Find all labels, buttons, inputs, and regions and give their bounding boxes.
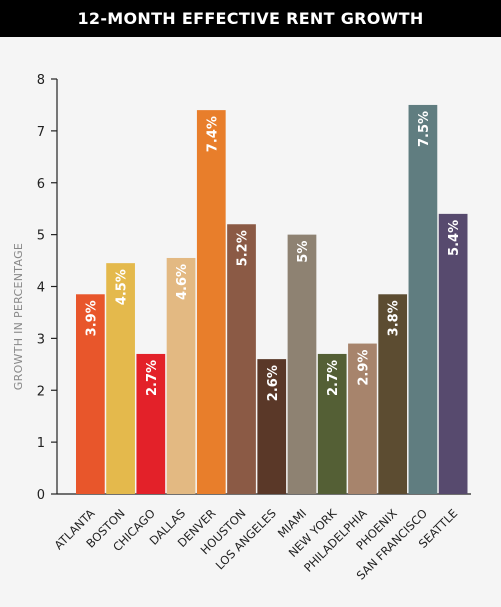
bar-san-francisco bbox=[408, 104, 438, 494]
y-tick-label: 5 bbox=[37, 229, 45, 244]
data-label: 5% bbox=[296, 241, 311, 263]
data-label: 2.6% bbox=[266, 365, 281, 401]
bar-denver bbox=[196, 110, 226, 494]
bar-philadelphia bbox=[348, 343, 377, 494]
y-tick-label: 6 bbox=[37, 177, 45, 192]
y-tick-label: 7 bbox=[37, 125, 45, 140]
data-label-layer: 3.9% 4.5% 2.7% 4.6% 7.4% 5.2% 2.6% 5% 2.7% 2.9% 3.… bbox=[84, 111, 462, 401]
data-label: 7.5% bbox=[417, 111, 432, 147]
bar-chicago bbox=[136, 353, 166, 494]
y-axis-label: GROWTH IN PERCENTAGE bbox=[12, 243, 25, 390]
bar-boston bbox=[106, 263, 135, 494]
data-label: 4.5% bbox=[115, 269, 130, 305]
chart-title: 12-MONTH EFFECTIVE RENT GROWTH bbox=[0, 0, 501, 37]
bar-atlanta bbox=[76, 294, 105, 494]
y-tick-label: 3 bbox=[37, 332, 45, 347]
bar-layer bbox=[76, 104, 468, 494]
y-tick-label: 4 bbox=[37, 281, 45, 296]
data-label: 3.8% bbox=[387, 300, 402, 336]
y-tick-label: 8 bbox=[37, 73, 45, 88]
data-label: 5.4% bbox=[447, 220, 462, 256]
data-label: 2.7% bbox=[145, 360, 160, 396]
data-label: 3.9% bbox=[84, 300, 99, 336]
chart-area: 0 1 2 3 4 5 6 7 8 3.9% 4.5% 2.7% 4.6% 7.4% 5.2% 2.6% 5%… bbox=[0, 37, 501, 607]
bar-seattle bbox=[438, 213, 468, 494]
bar-chart: 0 1 2 3 4 5 6 7 8 3.9% 4.5% 2.7% 4.6% 7.4% 5.2% 2.6% 5%… bbox=[12, 73, 471, 583]
y-tick-label: 0 bbox=[37, 488, 45, 503]
y-tick-label: 1 bbox=[37, 436, 45, 451]
category-label-layer: ATLANTABOSTONCHICAGODALLASDENVERHOUSTONL… bbox=[51, 506, 460, 583]
bar-phoenix bbox=[378, 294, 408, 494]
bar-los-angeles bbox=[257, 359, 287, 494]
bar-houston bbox=[227, 224, 256, 494]
data-label: 7.4% bbox=[205, 116, 220, 152]
data-label: 5.2% bbox=[236, 230, 251, 266]
data-label: 4.6% bbox=[175, 264, 190, 300]
bar-dallas bbox=[166, 257, 196, 494]
bar-new-york bbox=[317, 353, 347, 494]
bar-miami bbox=[287, 234, 317, 494]
y-tick-label: 2 bbox=[37, 384, 45, 399]
data-label: 2.9% bbox=[356, 350, 371, 386]
data-label: 2.7% bbox=[326, 360, 341, 396]
